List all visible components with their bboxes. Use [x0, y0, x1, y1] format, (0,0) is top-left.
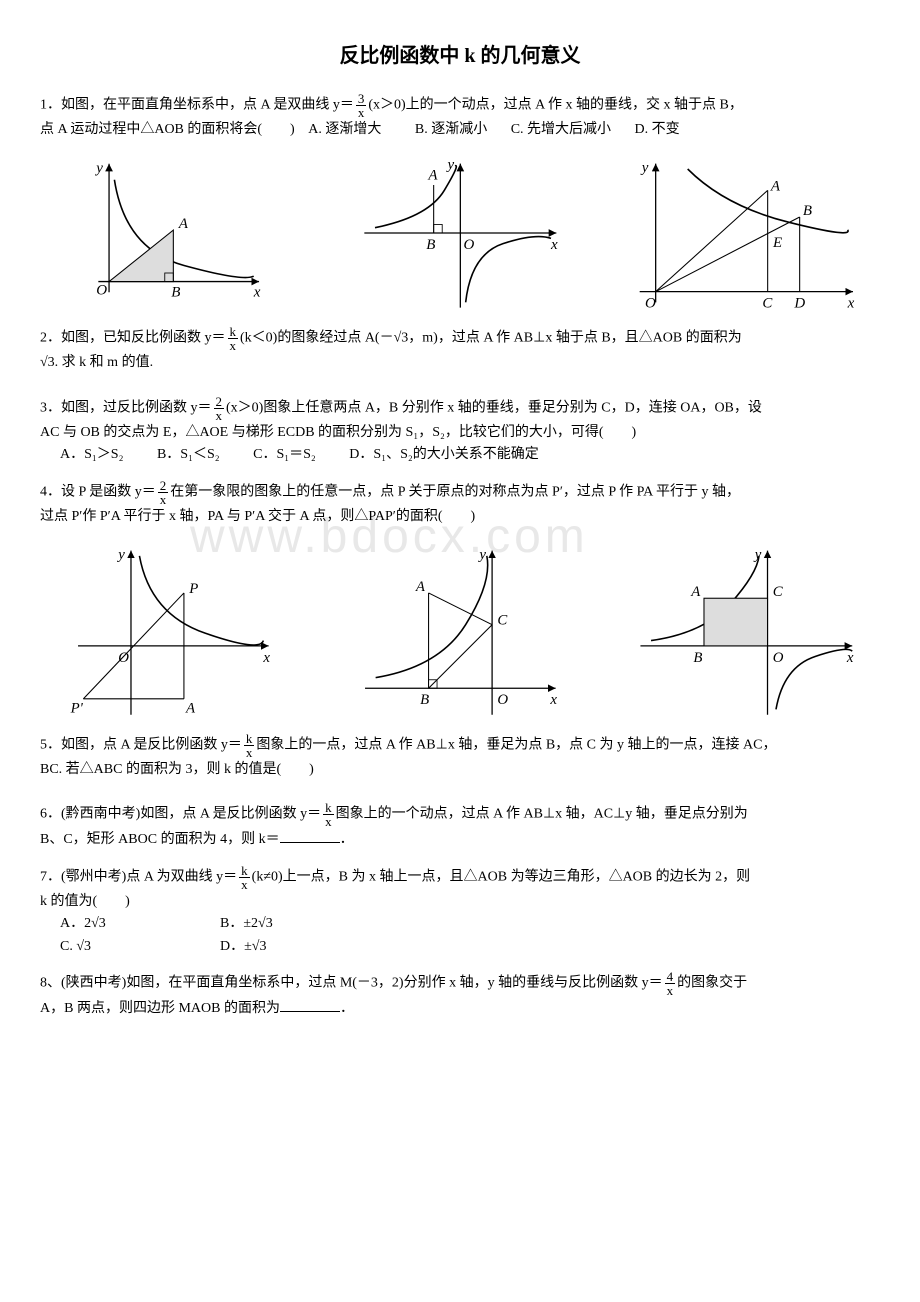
- p4-num: 4．: [40, 484, 61, 499]
- p3-opt-c: C．S₁＝S₂: [253, 447, 316, 462]
- svg-text:B: B: [171, 285, 180, 301]
- figure-4: P P' A O x y: [40, 540, 307, 720]
- p2-text-b: (k＜0)的图象经过点 A(－√3，m)，过点 A 作 AB⊥x 轴于点 B，且…: [240, 331, 742, 346]
- p3-text-c: AC 与 OB 的交点为 E，△AOE 与梯形 ECDB 的面积分别为 S₁，S…: [40, 425, 636, 440]
- svg-text:A: A: [178, 216, 189, 232]
- p7-opt-c: C. √3: [60, 936, 220, 958]
- svg-text:A: A: [185, 701, 196, 717]
- problem-7: 7．(鄂州中考)点 A 为双曲线 y＝kx(k≠0)上一点，B 为 x 轴上一点…: [40, 864, 880, 958]
- svg-text:C: C: [497, 613, 508, 629]
- p3-opt-a: A．S₁＞S₂: [60, 447, 123, 462]
- svg-text:y: y: [94, 161, 103, 177]
- svg-text:D: D: [794, 296, 806, 312]
- p7-opt-a: A．2√3: [60, 913, 220, 935]
- p7-text-c: k 的值为( ): [40, 894, 130, 909]
- figure-6: A C B O x y: [613, 540, 880, 720]
- svg-text:x: x: [253, 285, 261, 301]
- p4-text-a: 设 P 是函数 y＝: [61, 484, 156, 499]
- p5-num: 5．: [40, 738, 61, 753]
- svg-text:x: x: [847, 296, 855, 312]
- svg-text:B: B: [426, 237, 435, 253]
- svg-text:P: P: [188, 581, 198, 597]
- page-title: 反比例函数中 k 的几何意义: [40, 40, 880, 72]
- svg-text:x: x: [262, 650, 270, 666]
- p2-text-a: 如图，已知反比例函数 y＝: [61, 331, 226, 346]
- figure-5: A C B O x y: [327, 540, 594, 720]
- p1-opt-a: A. 逐渐增大: [308, 122, 381, 137]
- p1-opt-c: C. 先增大后减小: [511, 122, 611, 137]
- svg-text:O: O: [773, 650, 784, 666]
- svg-text:P': P': [70, 701, 84, 717]
- svg-text:x: x: [550, 237, 558, 253]
- svg-text:C: C: [763, 296, 774, 312]
- p4-text-b: 在第一象限的图象上的任意一点，点 P 关于原点的对称点为点 P′，过点 P 作 …: [170, 484, 740, 499]
- svg-text:y: y: [753, 547, 762, 563]
- problem-5: 5．如图，点 A 是反比例函数 y＝kx图象上的一点，过点 A 作 AB⊥x 轴…: [40, 732, 880, 781]
- p4-text-c: 过点 P′作 P′A 平行于 x 轴，PA 与 P′A 交于 A 点，则△PAP…: [40, 509, 475, 524]
- p7-text-a: (鄂州中考)点 A 为双曲线 y＝: [61, 869, 237, 884]
- figure-3: A B E C D O x y: [613, 153, 880, 313]
- p5-text-a: 如图，点 A 是反比例函数 y＝: [61, 738, 242, 753]
- p2-text-c: √3. 求 k 和 m 的值.: [40, 355, 153, 370]
- problem-2: 2．如图，已知反比例函数 y＝kx(k＜0)的图象经过点 A(－√3，m)，过点…: [40, 325, 880, 374]
- svg-text:E: E: [772, 235, 782, 251]
- p3-opt-b: B．S₁＜S₂: [157, 447, 220, 462]
- p8-text-b: 的图象交于: [677, 976, 747, 991]
- p7-opt-d: D．±√3: [220, 936, 380, 958]
- problem-4: 4．设 P 是函数 y＝2x在第一象限的图象上的任意一点，点 P 关于原点的对称…: [40, 479, 880, 528]
- p3-num: 3．: [40, 401, 61, 416]
- svg-text:y: y: [640, 161, 649, 177]
- p1-text-b: (x＞0)上的一个动点，过点 A 作 x 轴的垂线，交 x 轴于点 B，: [368, 98, 743, 113]
- p1-text-a: 如图，在平面直角坐标系中，点 A 是双曲线 y＝: [61, 98, 354, 113]
- p5-text-c: BC. 若△ABC 的面积为 3，则 k 的值是( ): [40, 762, 314, 777]
- svg-text:A: A: [427, 168, 438, 184]
- problem-3: 3．如图，过反比例函数 y＝2x(x＞0)图象上任意两点 A，B 分别作 x 轴…: [40, 395, 880, 467]
- p5-text-b: 图象上的一点，过点 A 作 AB⊥x 轴，垂足为点 B，点 C 为 y 轴上的一…: [256, 738, 776, 753]
- svg-text:y: y: [477, 547, 486, 563]
- p6-num: 6．: [40, 807, 61, 822]
- p8-blank: [280, 997, 340, 1012]
- svg-text:A: A: [691, 584, 702, 600]
- svg-text:x: x: [846, 650, 854, 666]
- svg-text:O: O: [118, 650, 129, 666]
- svg-text:C: C: [773, 584, 784, 600]
- problem-1: 1．如图，在平面直角坐标系中，点 A 是双曲线 y＝3x(x＞0)上的一个动点，…: [40, 92, 880, 141]
- p8-num: 8、: [40, 976, 61, 991]
- p1-opt-d: D. 不变: [635, 122, 680, 137]
- p1-num: 1．: [40, 98, 61, 113]
- svg-text:O: O: [497, 692, 508, 708]
- svg-text:B: B: [420, 692, 429, 708]
- svg-text:x: x: [549, 692, 557, 708]
- p8-text-a: (陕西中考)如图，在平面直角坐标系中，过点 M(－3，2)分别作 x 轴，y 轴…: [61, 976, 663, 991]
- svg-text:O: O: [463, 237, 474, 253]
- p3-text-a: 如图，过反比例函数 y＝: [61, 401, 212, 416]
- p3-text-b: (x＞0)图象上任意两点 A，B 分别作 x 轴的垂线，垂足分别为 C，D，连接…: [226, 401, 762, 416]
- figure-2: A B O x y: [327, 153, 594, 313]
- svg-text:A: A: [415, 579, 426, 595]
- p7-num: 7．: [40, 869, 61, 884]
- figure-row-1: A O B x y A B O x y A B E C D O x y: [40, 153, 880, 313]
- p1-text-c: 点 A 运动过程中△AOB 的面积将会( ): [40, 122, 295, 137]
- svg-text:B: B: [694, 650, 703, 666]
- svg-text:y: y: [116, 547, 125, 563]
- p6-text-c: B、C，矩形 ABOC 的面积为 4，则 k＝: [40, 832, 280, 847]
- p7-opt-b: B．±2√3: [220, 913, 380, 935]
- svg-text:A: A: [770, 179, 781, 195]
- problem-8: 8、(陕西中考)如图，在平面直角坐标系中，过点 M(－3，2)分别作 x 轴，y…: [40, 970, 880, 1020]
- p7-text-b: (k≠0)上一点，B 为 x 轴上一点，且△AOB 为等边三角形，△AOB 的边…: [252, 869, 750, 884]
- p2-num: 2．: [40, 331, 61, 346]
- p8-text-c: A，B 两点，则四边形 MAOB 的面积为: [40, 1001, 280, 1016]
- p6-text-b: 图象上的一个动点，过点 A 作 AB⊥x 轴，AC⊥y 轴，垂足点分别为: [336, 807, 748, 822]
- figure-1: A O B x y: [40, 153, 307, 303]
- p6-blank: [280, 828, 340, 843]
- p1-opt-b: B. 逐渐减小: [415, 122, 487, 137]
- svg-text:O: O: [645, 296, 656, 312]
- p3-opt-d: D．S₁、S₂的大小关系不能确定: [349, 447, 538, 462]
- p6-text-a: (黔西南中考)如图，点 A 是反比例函数 y＝: [61, 807, 321, 822]
- svg-text:y: y: [445, 157, 454, 173]
- figure-row-2: P P' A O x y A C B O x y A C B O x y: [40, 540, 880, 720]
- svg-text:O: O: [96, 283, 107, 299]
- problem-6: 6．(黔西南中考)如图，点 A 是反比例函数 y＝kx图象上的一个动点，过点 A…: [40, 801, 880, 851]
- svg-text:B: B: [803, 203, 812, 219]
